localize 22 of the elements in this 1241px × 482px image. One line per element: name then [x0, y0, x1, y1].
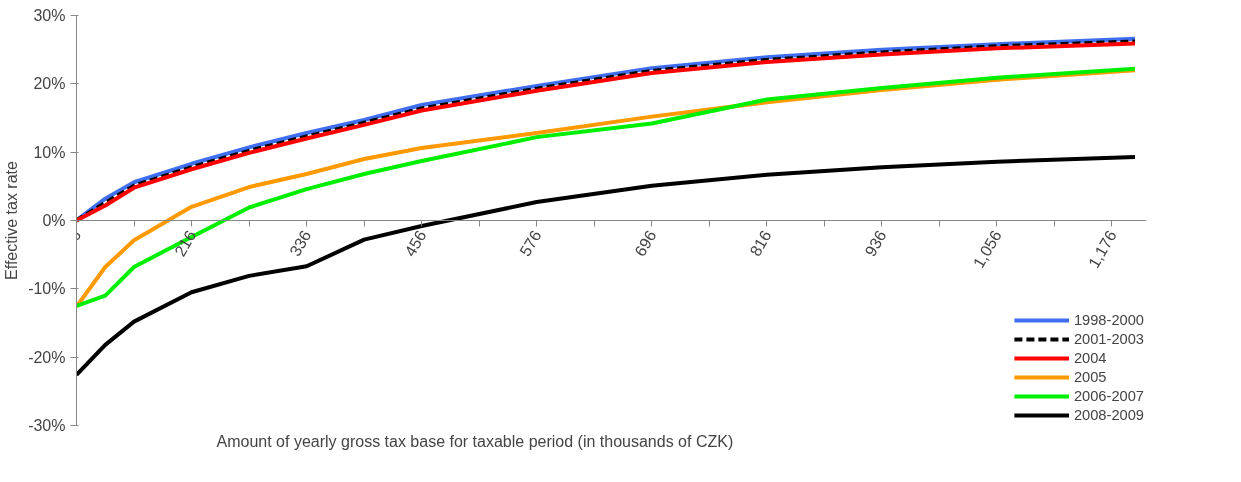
y-tick-label: 10% [33, 143, 66, 161]
y-tick-label: -30% [28, 417, 66, 434]
x-axis-title: Amount of yearly gross tax base for taxable period (in thousands of CZK) [216, 432, 734, 450]
legend-label: 2006-2007 [1073, 388, 1144, 404]
legend-label: 2001-2003 [1073, 331, 1144, 347]
x-tick-label: 456 [401, 227, 430, 260]
x-tick-label: 336 [286, 227, 315, 260]
y-axis-title: Effective tax rate [3, 160, 21, 280]
legend-label: 1998-2000 [1073, 312, 1144, 328]
y-tick-label: 0% [42, 212, 66, 229]
x-tick-label: 936 [861, 227, 890, 260]
legend-label: 2008-2009 [1073, 407, 1144, 423]
y-tick-label: 30% [33, 7, 66, 24]
y-tick-label: -20% [28, 348, 66, 366]
legend-label: 2005 [1073, 369, 1107, 385]
x-tick-label: 696 [631, 227, 660, 260]
y-tick-label: -10% [28, 280, 66, 298]
x-tick-label: 216 [171, 227, 200, 260]
x-tick-label: 816 [746, 227, 775, 260]
legend-label: 2004 [1073, 350, 1107, 366]
y-tick-label: 20% [33, 75, 66, 93]
x-tick-label: 576 [516, 227, 545, 260]
